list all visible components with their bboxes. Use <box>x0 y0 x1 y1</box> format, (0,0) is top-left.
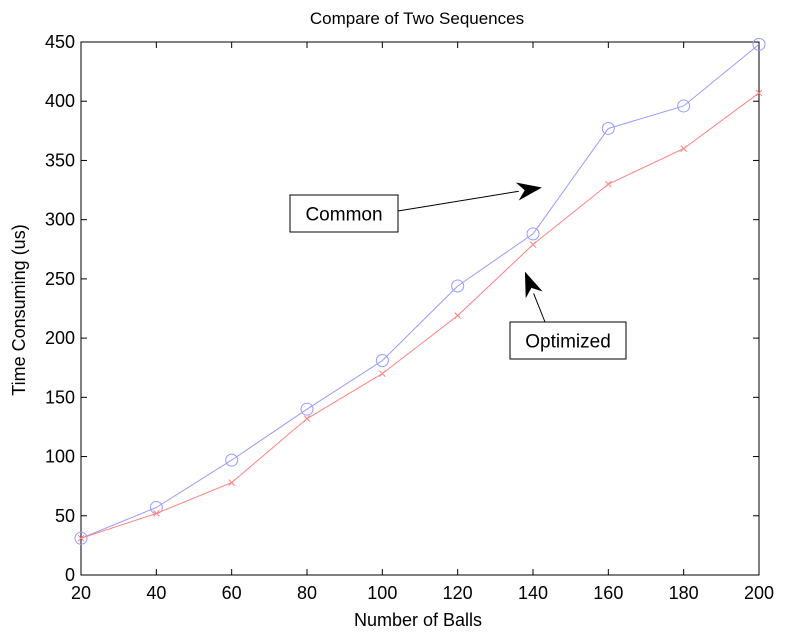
data-point <box>755 89 763 97</box>
x-marker-stroke <box>680 145 688 152</box>
annotation-arrow-head <box>515 182 542 201</box>
annotation-2: Optimized <box>509 271 627 360</box>
y-tick-label: 300 <box>45 210 75 230</box>
y-tick-label: 200 <box>45 328 75 348</box>
y-tick-label: 450 <box>45 32 75 52</box>
annotation-box <box>509 321 627 360</box>
y-tick-label: 250 <box>45 269 75 289</box>
data-point <box>601 121 615 135</box>
data-point <box>526 227 540 241</box>
y-tick-label: 0 <box>65 565 75 585</box>
y-tick-label: 150 <box>45 387 75 407</box>
data-point <box>375 354 389 368</box>
data-point <box>152 510 160 517</box>
x-axis-title: Number of Balls <box>354 610 482 630</box>
series-2 <box>77 89 763 542</box>
x-tick-label: 80 <box>297 583 317 603</box>
x-tick-label: 40 <box>146 583 166 603</box>
x-marker-stroke <box>303 415 311 423</box>
series-line <box>80 92 760 539</box>
x-tick-label: 180 <box>669 583 699 603</box>
y-axis-title: Time Consuming (us) <box>9 224 29 395</box>
x-marker-stroke <box>77 534 85 542</box>
x-tick-label: 20 <box>71 583 91 603</box>
data-point <box>303 415 311 423</box>
data-point <box>378 370 386 377</box>
y-tick-label: 50 <box>55 506 75 526</box>
annotation-1: Common <box>289 182 542 233</box>
plot-area: 20 40 60 80 100 120 140 160 180 200 0 50 100 150 200 25… <box>45 32 774 603</box>
x-marker-stroke <box>152 510 160 517</box>
annotation-box <box>289 194 399 233</box>
x-tick-label: 100 <box>367 583 397 603</box>
annotation-arrow-line <box>533 293 546 323</box>
x-marker-stroke <box>755 89 763 97</box>
annotation-arrow-head <box>524 271 543 299</box>
data-point <box>451 279 465 293</box>
data-point <box>225 453 239 467</box>
x-tick-label: 60 <box>222 583 242 603</box>
data-point <box>529 241 537 248</box>
x-tick-label: 140 <box>518 583 548 603</box>
axes-frame <box>80 41 760 576</box>
chart-title: Compare of Two Sequences <box>310 9 524 28</box>
annotations-layer: Common Optimized <box>289 182 627 360</box>
x-tick-label: 160 <box>593 583 623 603</box>
x-marker-stroke <box>529 241 537 248</box>
data-point <box>77 534 85 542</box>
data-point <box>300 402 314 416</box>
y-tick-label: 100 <box>45 447 75 467</box>
data-point <box>752 37 766 51</box>
y-tick-label: 350 <box>45 150 75 170</box>
x-tick-label: 120 <box>443 583 473 603</box>
x-marker-stroke <box>378 370 386 377</box>
series-line <box>80 43 760 539</box>
data-point <box>677 99 691 113</box>
data-point <box>228 479 236 486</box>
x-marker-stroke <box>604 180 612 188</box>
annotation-label: Optimized <box>525 332 611 353</box>
annotation-label: Common <box>305 205 382 226</box>
data-point <box>454 312 462 319</box>
data-point <box>74 531 88 545</box>
x-marker-stroke <box>228 479 236 486</box>
y-tick-label: 400 <box>45 91 75 111</box>
data-point <box>680 145 688 152</box>
x-tick-label: 200 <box>744 583 774 603</box>
data-point <box>604 180 612 188</box>
x-marker-stroke <box>454 312 462 319</box>
annotation-arrow-line <box>397 190 519 212</box>
